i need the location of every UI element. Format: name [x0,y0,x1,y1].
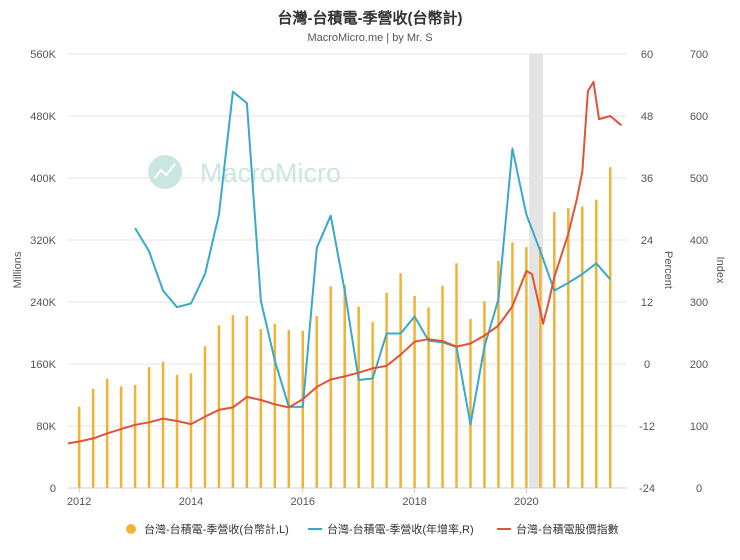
legend-label: 台灣-台積電-季營收(台幣計,L) [144,522,289,536]
revenue-bar [511,242,514,488]
left-axis-label: Millions [12,251,24,288]
index-tick-label: 500 [690,173,708,185]
revenue-bar [175,374,179,488]
revenue-bar [315,315,319,488]
legend-label: 台灣-台積電股價指數 [516,522,619,536]
percent-tick-label: -12 [639,421,655,433]
watermark-text: MacroMicro [200,158,341,188]
revenue-bar [497,260,500,488]
index-tick-label: 300 [690,297,708,309]
left-tick-label: 400K [30,173,56,185]
x-tick-label: 2020 [514,496,538,508]
revenue-bar [357,306,360,488]
revenue-bar [525,246,528,488]
revenue-bar [581,206,584,489]
revenue-bar [441,285,444,488]
revenue-bar [133,384,137,488]
index-tick-label: 400 [690,235,708,247]
left-tick-label: 80K [36,421,56,433]
legend-marker-dot-icon [126,524,136,534]
percent-tick-label: -24 [639,483,655,495]
x-tick-label: 2014 [179,496,203,508]
percent-tick-label: 12 [641,297,653,309]
revenue-bar [329,286,332,488]
left-tick-label: 320K [30,235,56,247]
index-tick-label: 100 [690,421,708,433]
watermark-logo-mark [154,163,176,179]
revenue-bar [483,301,486,488]
x-tick-label: 2012 [67,496,91,508]
revenue-bar [567,208,570,488]
legend-label: 台灣-台積電-季營收(年增率,R) [327,522,474,536]
revenue-bar [455,263,458,488]
revenue-bar [301,330,305,488]
revenue-bar [427,307,430,488]
left-tick-label: 560K [30,49,56,61]
chart-subtitle: MacroMicro.me | by Mr. S [307,32,432,44]
index-tick-label: 600 [690,111,708,123]
revenue-bar [608,167,612,488]
revenue-bar [287,329,291,488]
revenue-bar [161,361,165,488]
percent-tick-label: 36 [641,173,653,185]
axis-ticks: 0 80K 160K 240K 320K 400K 480K 560K -24 -12 0 12 24 3… [30,49,708,508]
watermark: MacroMicro [148,155,341,189]
index-tick-label: 0 [696,483,702,495]
left-tick-label: 480K [30,111,56,123]
revenue-bar [77,406,81,488]
revenue-bar [119,386,123,488]
yoy-growth-line [134,90,611,426]
legend: 台灣-台積電-季營收(台幣計,L) 台灣-台積電-季營收(年增率,R) 台灣-台積電… [126,522,619,536]
stock-index-line [67,80,623,445]
revenue-bar [273,323,277,488]
left-tick-label: 240K [30,297,56,309]
revenue-bar [189,373,193,488]
revenue-bar [343,284,346,488]
left-tick-label: 160K [30,359,56,371]
percent-tick-label: 24 [641,235,653,247]
percent-tick-label: 0 [644,359,650,371]
percent-tick-label: 60 [641,49,653,61]
watermark-logo-icon [148,155,182,189]
revenue-bar [245,315,249,488]
revenue-bar [413,295,416,488]
revenue-bar [595,199,598,488]
right-axis-label-percent: Percent [662,251,674,289]
x-tick-label: 2016 [291,496,315,508]
revenue-bar [385,292,388,488]
revenue-bar [371,322,374,488]
revenue-bar [147,367,151,488]
chart-title: 台灣-台積電-季營收(台幣計) [278,9,463,27]
index-tick-label: 200 [690,359,708,371]
percent-tick-label: 48 [641,111,653,123]
revenue-bar [231,315,235,488]
revenue-bar [217,325,221,488]
revenue-bar [259,329,263,488]
revenue-bar [469,319,472,488]
revenue-bar [539,246,542,488]
grid-layer [68,53,627,489]
revenue-bar [553,212,556,488]
line-series [67,80,623,445]
left-tick-label: 0 [50,483,56,495]
right-axis-label-index: Index [714,257,726,284]
x-tick-label: 2018 [402,496,426,508]
revenue-bar [399,273,402,488]
index-tick-label: 700 [690,49,708,61]
